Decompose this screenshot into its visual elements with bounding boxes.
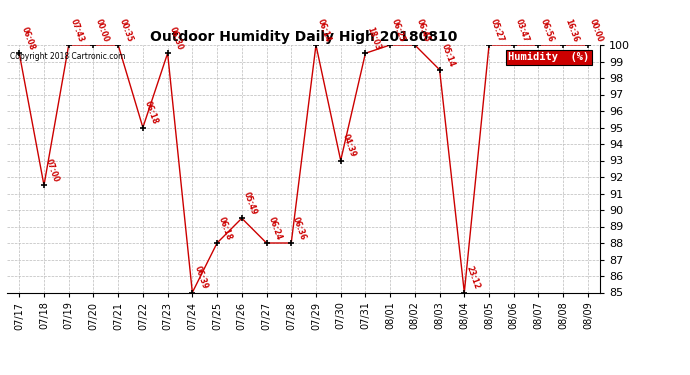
Text: 06:14: 06:14 [316, 18, 333, 44]
Text: 06:24: 06:24 [266, 216, 283, 242]
Text: Humidity  (%): Humidity (%) [509, 53, 589, 63]
Text: 06:39: 06:39 [193, 265, 209, 291]
Text: 07:00: 07:00 [44, 158, 61, 184]
Text: 00:00: 00:00 [93, 18, 110, 44]
Text: 18:03: 18:03 [366, 26, 382, 52]
Text: 06:18: 06:18 [143, 100, 159, 126]
Text: 05:27: 05:27 [489, 18, 506, 44]
Text: 06:25: 06:25 [390, 18, 407, 44]
Title: Outdoor Humidity Daily High 20180810: Outdoor Humidity Daily High 20180810 [150, 30, 457, 44]
Text: 07:43: 07:43 [69, 18, 86, 44]
Text: 00:35: 00:35 [118, 18, 135, 44]
Text: 06:56: 06:56 [538, 18, 555, 44]
Text: 06:18: 06:18 [217, 216, 234, 242]
Text: Copyright 2018 Cartronic.com: Copyright 2018 Cartronic.com [10, 53, 126, 62]
Text: 00:00: 00:00 [588, 18, 604, 44]
Text: 16:36: 16:36 [563, 18, 580, 44]
Text: 04:39: 04:39 [341, 133, 357, 159]
Text: 06:08: 06:08 [19, 26, 36, 52]
Text: 23:12: 23:12 [464, 265, 481, 291]
Text: 03:47: 03:47 [514, 18, 531, 44]
Text: 06:30: 06:30 [168, 26, 184, 52]
Text: 06:45: 06:45 [415, 18, 431, 44]
Text: 05:14: 05:14 [440, 42, 456, 68]
Text: 06:36: 06:36 [291, 216, 308, 242]
Text: 05:49: 05:49 [241, 191, 259, 217]
